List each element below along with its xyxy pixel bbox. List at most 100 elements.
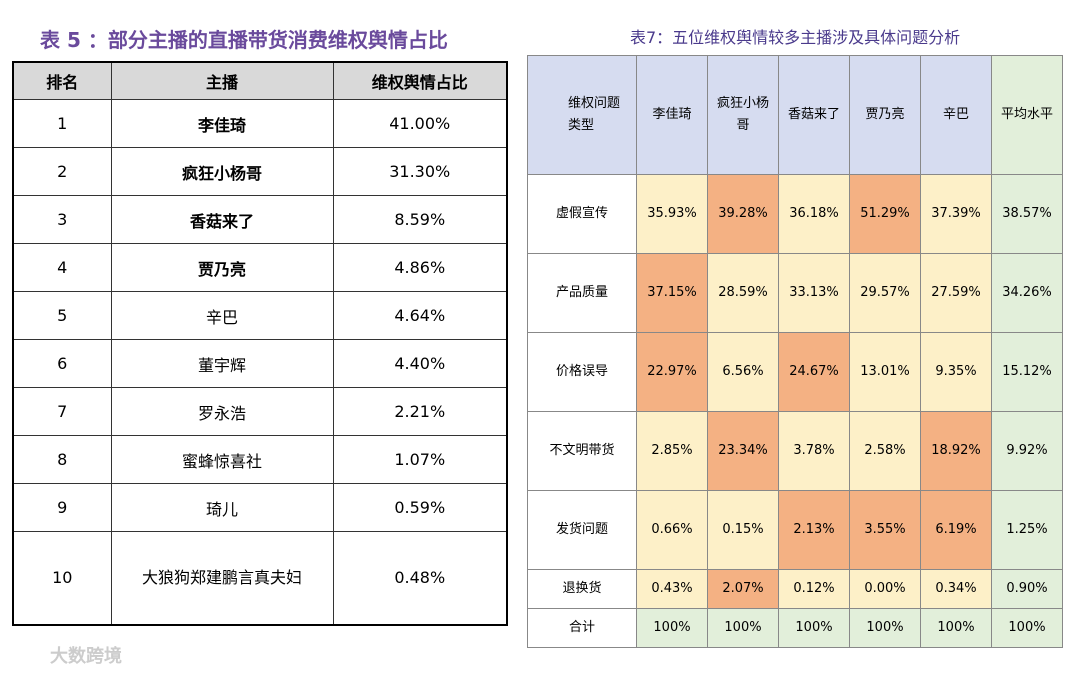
cell: 李佳琦 bbox=[110, 99, 334, 148]
row: 8 蜜蜂惊喜社 1.07% bbox=[12, 435, 508, 484]
header-row: 排名 主播 维权舆情占比 bbox=[12, 61, 508, 100]
cell: 51.29% bbox=[849, 174, 921, 254]
row: 4 贾乃亮 4.86% bbox=[12, 243, 508, 292]
row-label: 虚假宣传 bbox=[527, 174, 637, 254]
header-cell: 贾乃亮 bbox=[849, 55, 921, 175]
cell: 2.58% bbox=[849, 411, 921, 491]
cell: 24.67% bbox=[778, 332, 850, 412]
cell: 4.40% bbox=[332, 339, 508, 388]
cell: 0.15% bbox=[707, 490, 779, 570]
row: 虚假宣传 35.93% 39.28% 36.18% 51.29% 37.39% 38.57% bbox=[527, 174, 1063, 254]
cell: 34.26% bbox=[991, 253, 1063, 333]
row: 1 李佳琦 41.00% bbox=[12, 99, 508, 148]
cell: 2.21% bbox=[332, 387, 508, 436]
left-table: 排名 主播 维权舆情占比 1 李佳琦 41.00% 2 疯狂小杨哥 31.30% 3 香菇来了 8.5… bbox=[12, 61, 508, 626]
header-cell: 疯狂小杨哥 bbox=[707, 55, 779, 175]
cell: 1 bbox=[12, 99, 112, 148]
cell: 0.66% bbox=[636, 490, 708, 570]
cell: 董宇辉 bbox=[110, 339, 334, 388]
header-cell: 主播 bbox=[110, 61, 334, 100]
row-label: 合计 bbox=[527, 608, 637, 648]
cell: 6.19% bbox=[920, 490, 992, 570]
cell: 31.30% bbox=[332, 147, 508, 196]
cell: 香菇来了 bbox=[110, 195, 334, 244]
cell: 100% bbox=[707, 608, 779, 648]
cell: 100% bbox=[991, 608, 1063, 648]
row-label: 产品质量 bbox=[527, 253, 637, 333]
cell: 22.97% bbox=[636, 332, 708, 412]
cell: 0.59% bbox=[332, 483, 508, 532]
cell: 33.13% bbox=[778, 253, 850, 333]
row: 2 疯狂小杨哥 31.30% bbox=[12, 147, 508, 196]
row: 7 罗永浩 2.21% bbox=[12, 387, 508, 436]
cell: 贾乃亮 bbox=[110, 243, 334, 292]
cell: 0.43% bbox=[636, 569, 708, 609]
cell: 1.25% bbox=[991, 490, 1063, 570]
cell: 10 bbox=[12, 531, 112, 626]
cell: 100% bbox=[778, 608, 850, 648]
cell: 8.59% bbox=[332, 195, 508, 244]
cell: 29.57% bbox=[849, 253, 921, 333]
row: 3 香菇来了 8.59% bbox=[12, 195, 508, 244]
cell: 3.55% bbox=[849, 490, 921, 570]
header-cell: 辛巴 bbox=[920, 55, 992, 175]
cell: 13.01% bbox=[849, 332, 921, 412]
cell: 100% bbox=[636, 608, 708, 648]
cell: 2.07% bbox=[707, 569, 779, 609]
left-title: 表 5 ：部分主播的直播带货消费维权舆情占比 bbox=[40, 28, 448, 52]
cell: 辛巴 bbox=[110, 291, 334, 340]
row: 退换货 0.43% 2.07% 0.12% 0.00% 0.34% 0.90% bbox=[527, 569, 1063, 609]
cell: 3.78% bbox=[778, 411, 850, 491]
cell: 27.59% bbox=[920, 253, 992, 333]
cell: 6.56% bbox=[707, 332, 779, 412]
cell: 100% bbox=[849, 608, 921, 648]
cell: 100% bbox=[920, 608, 992, 648]
cell: 9.92% bbox=[991, 411, 1063, 491]
cell: 罗永浩 bbox=[110, 387, 334, 436]
cell: 36.18% bbox=[778, 174, 850, 254]
row: 6 董宇辉 4.40% bbox=[12, 339, 508, 388]
watermark: 大数跨境 bbox=[50, 646, 122, 667]
cell: 0.12% bbox=[778, 569, 850, 609]
row-label: 发货问题 bbox=[527, 490, 637, 570]
cell: 37.39% bbox=[920, 174, 992, 254]
cell: 5 bbox=[12, 291, 112, 340]
cell: 2 bbox=[12, 147, 112, 196]
cell: 2.13% bbox=[778, 490, 850, 570]
row-label: 退换货 bbox=[527, 569, 637, 609]
cell: 琦儿 bbox=[110, 483, 334, 532]
right-title: 表7：五位维权舆情较多主播涉及具体问题分析 bbox=[630, 28, 961, 47]
cell: 9 bbox=[12, 483, 112, 532]
cell: 1.07% bbox=[332, 435, 508, 484]
cell: 15.12% bbox=[991, 332, 1063, 412]
cell: 疯狂小杨哥 bbox=[110, 147, 334, 196]
row-label: 价格误导 bbox=[527, 332, 637, 412]
cell: 37.15% bbox=[636, 253, 708, 333]
cell: 0.48% bbox=[332, 531, 508, 626]
cell: 35.93% bbox=[636, 174, 708, 254]
cell: 4.64% bbox=[332, 291, 508, 340]
cell: 3 bbox=[12, 195, 112, 244]
header-cell: 平均水平 bbox=[991, 55, 1063, 175]
cell: 大狼狗郑建鹏言真夫妇 bbox=[110, 531, 334, 626]
cell: 39.28% bbox=[707, 174, 779, 254]
header-cell: 排名 bbox=[12, 61, 112, 100]
row-label: 不文明带货 bbox=[527, 411, 637, 491]
cell: 6 bbox=[12, 339, 112, 388]
cell: 23.34% bbox=[707, 411, 779, 491]
cell: 9.35% bbox=[920, 332, 992, 412]
cell: 28.59% bbox=[707, 253, 779, 333]
header-cell: 维权舆情占比 bbox=[332, 61, 508, 100]
cell: 38.57% bbox=[991, 174, 1063, 254]
cell: 18.92% bbox=[920, 411, 992, 491]
right-table: 维权问题类型 李佳琦 疯狂小杨哥 香菇来了 贾乃亮 辛巴 平均水平 虚假宣传 35.93% 39.… bbox=[527, 55, 1063, 648]
cell: 4 bbox=[12, 243, 112, 292]
header-cell: 维权问题类型 bbox=[527, 55, 637, 175]
cell: 2.85% bbox=[636, 411, 708, 491]
row: 9 琦儿 0.59% bbox=[12, 483, 508, 532]
cell: 4.86% bbox=[332, 243, 508, 292]
cell: 8 bbox=[12, 435, 112, 484]
cell: 0.90% bbox=[991, 569, 1063, 609]
row: 产品质量 37.15% 28.59% 33.13% 29.57% 27.59% 34.26% bbox=[527, 253, 1063, 333]
